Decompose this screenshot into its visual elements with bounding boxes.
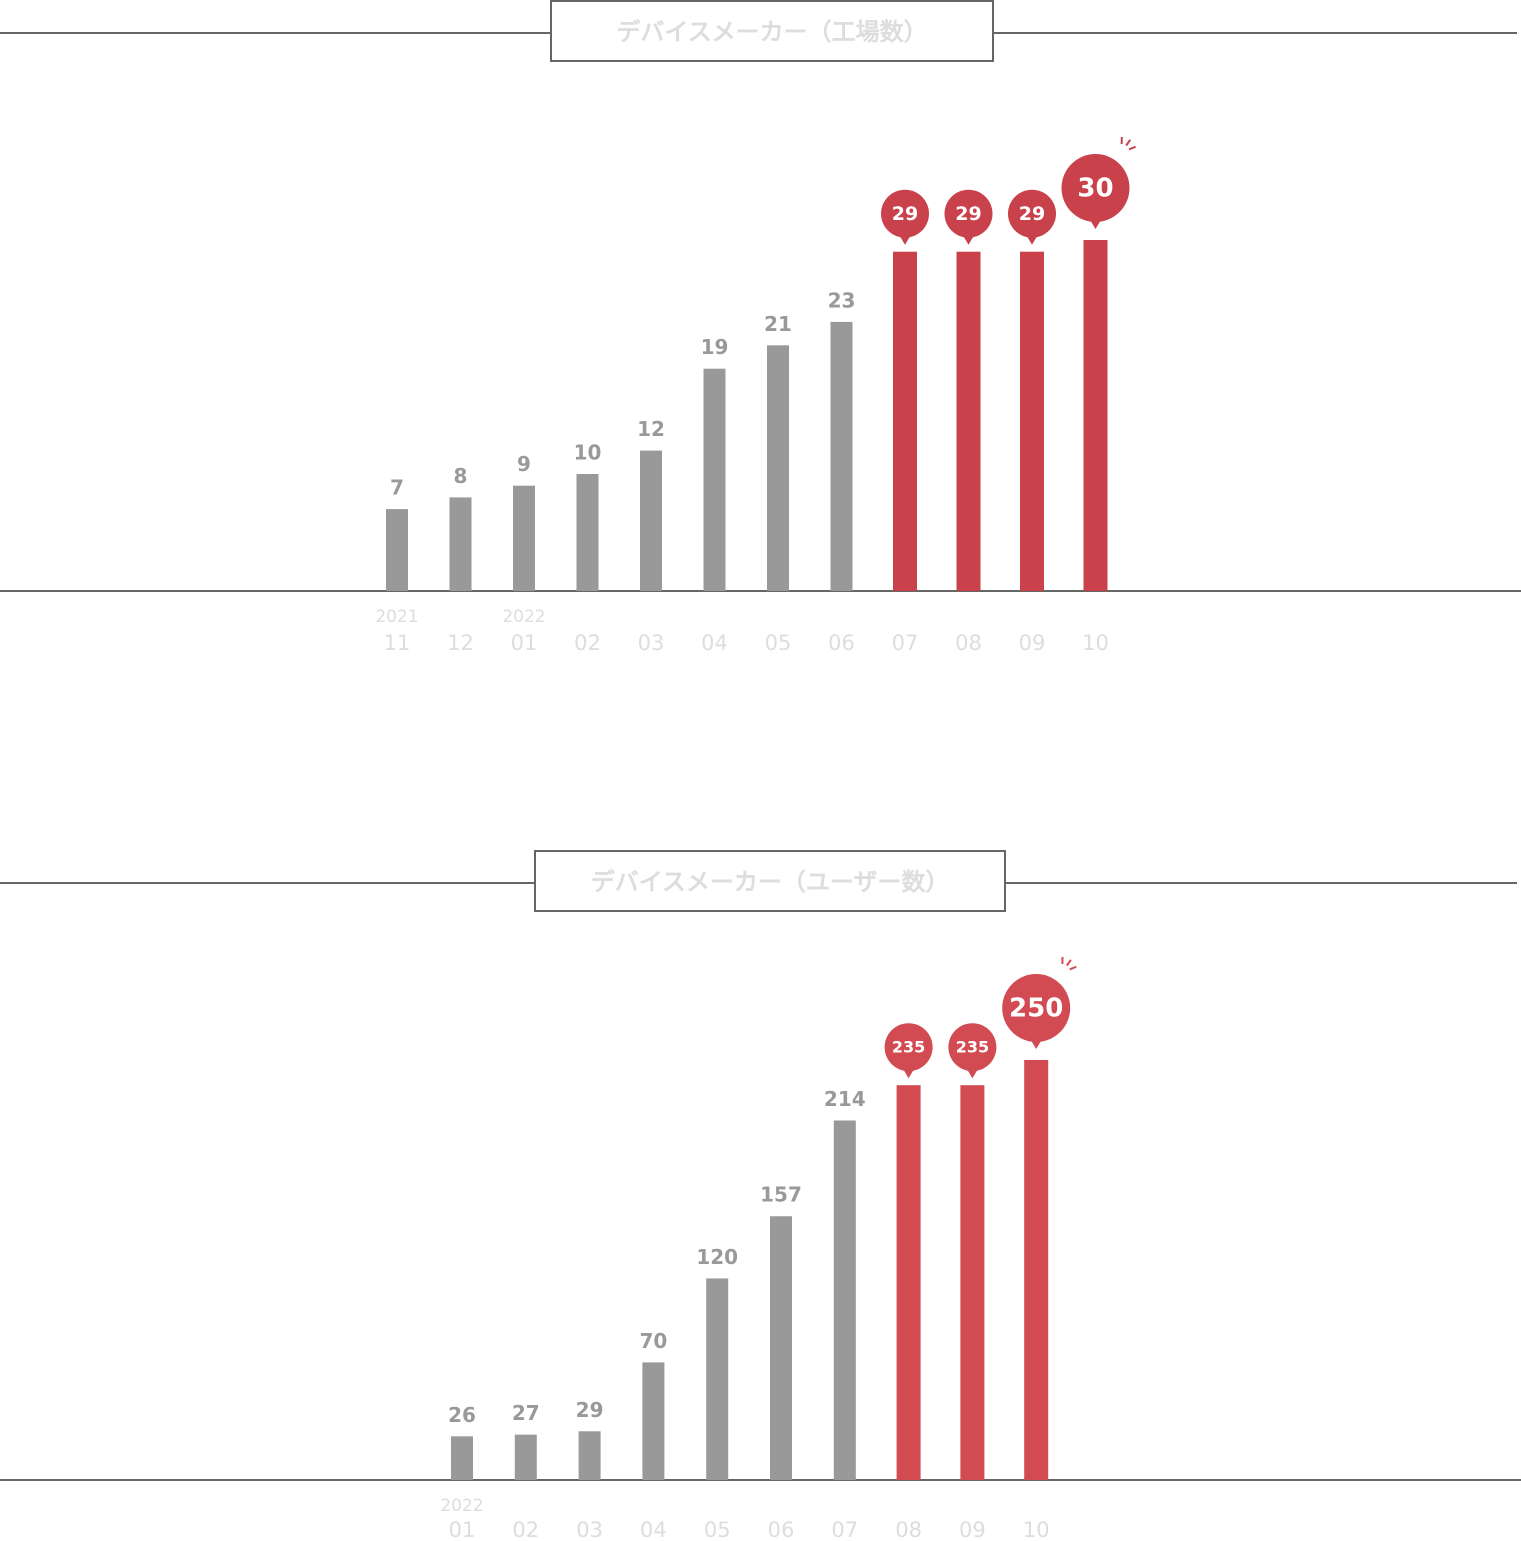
bar: [640, 450, 662, 591]
value-label: 7: [390, 476, 404, 500]
value-label: 12: [637, 417, 665, 441]
bubble: [948, 1023, 997, 1072]
bar: [513, 485, 535, 591]
spark: [1128, 145, 1136, 151]
x-tick-label: 02: [512, 1518, 539, 1541]
bubble: [1061, 154, 1130, 222]
bar: [576, 474, 599, 591]
x-tick-label: 08: [895, 1518, 922, 1541]
value-label: 29: [955, 203, 981, 225]
x-tick-label: 03: [576, 1518, 603, 1541]
value-label: 29: [1019, 203, 1045, 225]
bar: [451, 1436, 473, 1480]
title-box: [534, 850, 1006, 912]
value-label: 29: [892, 203, 918, 225]
x-tick-label: 10: [1082, 631, 1109, 655]
x-tick-label: 07: [892, 631, 919, 655]
title-box: [550, 0, 994, 62]
value-label: 157: [760, 1183, 802, 1207]
x-tick-label: 01: [511, 631, 538, 655]
value-label: 19: [701, 335, 729, 359]
bar: [1020, 251, 1044, 591]
value-label: 8: [454, 464, 468, 488]
spark: [1125, 139, 1132, 147]
bubble: [1002, 974, 1071, 1042]
bar: [514, 1434, 537, 1480]
bar: [956, 251, 981, 591]
bar: [830, 321, 853, 591]
x-tick-label: 11: [384, 631, 411, 655]
bubble: [944, 189, 993, 238]
value-label: 70: [639, 1329, 667, 1353]
chart-title: デバイスメーカー（ユーザー数）: [591, 868, 950, 896]
bar: [642, 1362, 665, 1480]
bar: [833, 1120, 856, 1480]
value-label: 21: [764, 312, 792, 336]
x-tick-label: 04: [640, 1518, 667, 1541]
bar: [386, 509, 408, 591]
value-label: 120: [696, 1245, 738, 1269]
spark: [1066, 959, 1072, 967]
x-tick-label: 05: [765, 631, 792, 655]
x-tick-year: 2021: [375, 607, 418, 627]
x-tick-label: 08: [955, 631, 982, 655]
value-label: 27: [512, 1401, 540, 1425]
x-tick-label: 09: [959, 1518, 986, 1541]
value-label: 29: [576, 1398, 604, 1422]
bubble: [1008, 189, 1056, 238]
bar: [578, 1431, 601, 1480]
x-tick-label: 04: [701, 631, 728, 655]
value-label: 9: [517, 452, 531, 476]
value-label: 26: [448, 1403, 476, 1427]
bar: [703, 368, 726, 591]
x-tick-label: 02: [574, 631, 601, 655]
bar: [893, 251, 917, 591]
spark: [1069, 965, 1077, 971]
bar: [706, 1278, 729, 1480]
bar: [767, 345, 789, 591]
value-label: 30: [1077, 174, 1113, 204]
bar: [1024, 1060, 1049, 1480]
x-tick-label: 12: [447, 631, 474, 655]
chart-title: デバイスメーカー（工場数）: [616, 18, 927, 46]
x-tick-year: 2022: [502, 607, 545, 627]
value-label: 235: [892, 1038, 925, 1057]
bubble: [881, 189, 929, 238]
bar: [770, 1216, 792, 1480]
value-label: 250: [1009, 994, 1063, 1024]
x-tick-label: 10: [1023, 1518, 1050, 1541]
x-tick-label: 05: [704, 1518, 731, 1541]
value-label: 23: [828, 288, 856, 312]
x-tick-label: 06: [768, 1518, 795, 1541]
bar: [960, 1085, 985, 1480]
x-tick-label: 09: [1019, 631, 1046, 655]
value-label: 10: [574, 441, 602, 465]
x-tick-label: 03: [638, 631, 665, 655]
x-tick-label: 07: [831, 1518, 858, 1541]
x-tick-year: 2022: [440, 1496, 483, 1516]
value-label: 214: [824, 1087, 866, 1111]
x-tick-label: 01: [449, 1518, 476, 1541]
bar: [1083, 240, 1108, 591]
bar: [896, 1085, 921, 1480]
value-label: 235: [956, 1038, 989, 1057]
bar: [449, 497, 472, 591]
bubble: [884, 1023, 933, 1072]
x-tick-label: 06: [828, 631, 855, 655]
